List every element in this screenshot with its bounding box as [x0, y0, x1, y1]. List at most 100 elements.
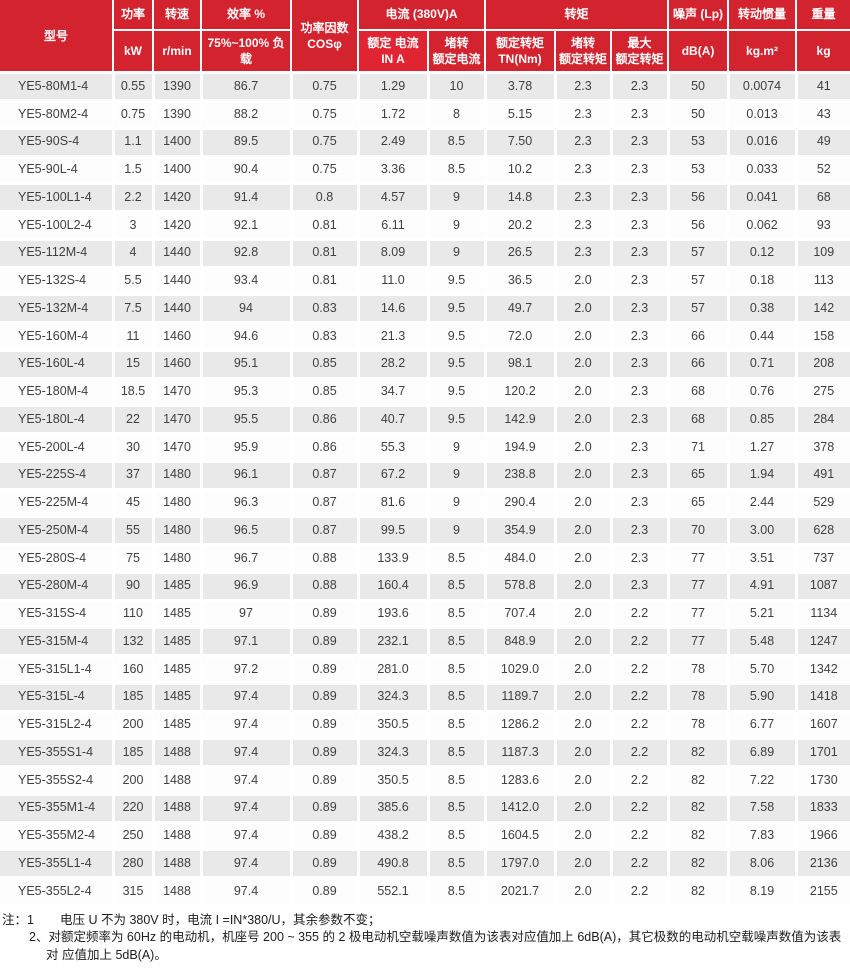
cell-cos-phi: 0.86 [289, 432, 360, 463]
cell-efficiency: 94 [199, 293, 293, 325]
cell-rated-torque: 10.2 [483, 154, 557, 186]
cell-speed-rpm: 1488 [151, 848, 203, 880]
cell-power-kw: 75 [111, 543, 155, 574]
cell-rated-torque: 194.9 [483, 432, 557, 463]
cell-max-torque-ratio: 2.3 [609, 459, 670, 491]
cell-rated-torque: 290.4 [483, 487, 557, 519]
cell-speed-rpm: 1480 [151, 543, 203, 574]
cell-model: YE5-90S-4 [0, 126, 115, 158]
cell-locked-rotor-torque-ratio: 2.0 [553, 515, 613, 547]
cell-inertia: 0.85 [726, 404, 798, 436]
cell-efficiency: 95.1 [199, 348, 293, 380]
cell-cos-phi: 0.88 [289, 570, 360, 602]
cell-locked-rotor-current-ratio: 9.5 [426, 321, 487, 352]
cell-model: YE5-180M-4 [0, 376, 115, 408]
cell-inertia: 0.016 [726, 126, 798, 158]
cell-power-kw: 3 [111, 210, 155, 241]
cell-noise-db: 82 [666, 737, 730, 769]
cell-cos-phi: 0.89 [289, 737, 360, 769]
cell-inertia: 0.76 [726, 376, 798, 408]
cell-power-kw: 4 [111, 237, 155, 269]
cell-weight-kg: 49 [794, 126, 850, 158]
cell-locked-rotor-torque-ratio: 2.0 [553, 737, 613, 769]
cell-locked-rotor-current-ratio: 8.5 [426, 792, 487, 824]
cell-rated-torque: 120.2 [483, 376, 557, 408]
cell-speed-rpm: 1485 [151, 570, 203, 602]
col-header-rated-current: 额定 电流 IN A [357, 29, 429, 74]
col-header-max-torque: 最大 额定转矩 [609, 29, 670, 74]
cell-max-torque-ratio: 2.3 [609, 376, 670, 408]
cell-max-torque-ratio: 2.3 [609, 404, 670, 436]
cell-noise-db: 82 [666, 848, 730, 880]
cell-rated-current: 6.11 [356, 210, 430, 241]
table-row: YE5-315L2-4 200 1485 97.4 0.89 350.5 8.5 1286.2… [0, 709, 850, 741]
cell-max-torque-ratio: 2.2 [609, 681, 670, 713]
cell-speed-rpm: 1485 [151, 626, 203, 658]
cell-speed-rpm: 1470 [151, 376, 203, 408]
cell-inertia: 5.90 [726, 681, 798, 713]
cell-cos-phi: 0.89 [289, 681, 360, 713]
cell-locked-rotor-torque-ratio: 2.0 [553, 848, 613, 880]
cell-inertia: 6.77 [726, 709, 798, 741]
cell-inertia: 0.062 [726, 210, 798, 241]
cell-speed-rpm: 1480 [151, 487, 203, 519]
cell-rated-current: 350.5 [356, 765, 430, 796]
cell-max-torque-ratio: 2.2 [609, 876, 670, 907]
cell-model: YE5-225M-4 [0, 487, 115, 519]
cell-max-torque-ratio: 2.3 [609, 348, 670, 380]
cell-efficiency: 96.5 [199, 515, 293, 547]
cell-max-torque-ratio: 2.3 [609, 543, 670, 574]
cell-max-torque-ratio: 2.3 [609, 182, 670, 214]
cell-locked-rotor-torque-ratio: 2.0 [553, 432, 613, 463]
cell-rated-current: 350.5 [356, 709, 430, 741]
cell-model: YE5-315L1-4 [0, 654, 115, 685]
cell-rated-torque: 1187.3 [483, 737, 557, 769]
cell-rated-current: 55.3 [356, 432, 430, 463]
cell-locked-rotor-torque-ratio: 2.0 [553, 626, 613, 658]
cell-max-torque-ratio: 2.3 [609, 265, 670, 297]
cell-speed-rpm: 1480 [151, 459, 203, 491]
cell-model: YE5-225S-4 [0, 459, 115, 491]
table-row: YE5-80M1-4 0.55 1390 86.7 0.75 1.29 10 3.78 2.3 2… [0, 71, 850, 103]
cell-weight-kg: 158 [794, 321, 850, 352]
cell-inertia: 0.0074 [726, 71, 798, 103]
cell-inertia: 0.12 [726, 237, 798, 269]
cell-cos-phi: 0.81 [289, 237, 360, 269]
table-row: YE5-90S-4 1.1 1400 89.5 0.75 2.49 8.5 7.50 2.3 2.… [0, 126, 850, 158]
cell-cos-phi: 0.8 [289, 182, 360, 214]
cell-inertia: 7.83 [726, 820, 798, 852]
cell-locked-rotor-torque-ratio: 2.0 [553, 265, 613, 297]
table-row: YE5-355L2-4 315 1488 97.4 0.89 552.1 8.5 2021.7… [0, 876, 850, 907]
cell-power-kw: 185 [111, 737, 155, 769]
cell-power-kw: 7.5 [111, 293, 155, 325]
cell-power-kw: 1.5 [111, 154, 155, 186]
table-row: YE5-355M2-4 250 1488 97.4 0.89 438.2 8.5 1604.5… [0, 820, 850, 852]
cell-cos-phi: 0.75 [289, 99, 360, 130]
cell-power-kw: 315 [111, 876, 155, 907]
cell-rated-current: 552.1 [356, 876, 430, 907]
cell-power-kw: 45 [111, 487, 155, 519]
cell-locked-rotor-torque-ratio: 2.0 [553, 681, 613, 713]
cell-locked-rotor-current-ratio: 8.5 [426, 598, 487, 630]
cell-locked-rotor-torque-ratio: 2.3 [553, 237, 613, 269]
cell-locked-rotor-current-ratio: 8.5 [426, 654, 487, 685]
cell-inertia: 8.06 [726, 848, 798, 880]
cell-rated-current: 4.57 [356, 182, 430, 214]
cell-model: YE5-315L2-4 [0, 709, 115, 741]
cell-locked-rotor-torque-ratio: 2.0 [553, 765, 613, 796]
cell-locked-rotor-torque-ratio: 2.0 [553, 404, 613, 436]
cell-power-kw: 250 [111, 820, 155, 852]
cell-model: YE5-100L2-4 [0, 210, 115, 241]
cell-rated-torque: 1283.6 [483, 765, 557, 796]
cell-max-torque-ratio: 2.2 [609, 654, 670, 685]
cell-rated-current: 40.7 [356, 404, 430, 436]
cell-efficiency: 97.4 [199, 709, 293, 741]
cell-cos-phi: 0.89 [289, 654, 360, 685]
cell-model: YE5-180L-4 [0, 404, 115, 436]
cell-weight-kg: 1134 [794, 598, 850, 630]
cell-inertia: 3.00 [726, 515, 798, 547]
cell-inertia: 5.21 [726, 598, 798, 630]
cell-rated-current: 14.6 [356, 293, 430, 325]
cell-max-torque-ratio: 2.3 [609, 71, 670, 103]
cell-noise-db: 53 [666, 126, 730, 158]
